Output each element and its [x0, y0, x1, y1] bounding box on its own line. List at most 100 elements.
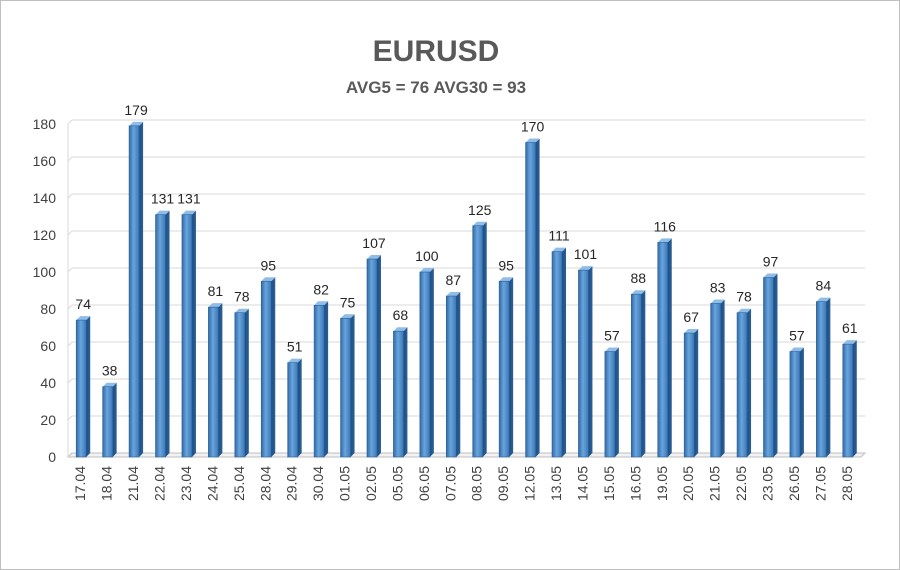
bar-side	[456, 292, 461, 457]
x-tick-label: 14.05	[574, 466, 590, 501]
x-tick-label: 18.04	[99, 466, 115, 501]
data-label: 38	[102, 363, 118, 379]
x-tick-label: 13.05	[548, 466, 564, 501]
bar	[181, 214, 193, 458]
x-tick-label: 17.04	[72, 466, 88, 501]
bar	[763, 277, 774, 458]
bars-layer	[75, 121, 857, 458]
data-label: 111	[548, 228, 569, 244]
bar-top	[710, 299, 725, 304]
bar-top	[684, 329, 699, 334]
bar-top	[102, 382, 117, 387]
y-gridline-depth	[67, 415, 73, 421]
data-label: 125	[468, 202, 492, 218]
x-tick-label: 06.05	[416, 466, 432, 501]
data-label: 131	[151, 191, 175, 207]
x-tick-label: 09.05	[495, 466, 511, 501]
data-label: 74	[75, 296, 91, 312]
x-tick-label: 30.04	[310, 466, 326, 501]
bar-top	[208, 303, 223, 308]
bar-side	[641, 290, 646, 457]
bar	[683, 332, 695, 458]
bar	[313, 304, 325, 458]
bar-side	[720, 299, 725, 457]
bar-top	[763, 273, 778, 278]
y-tick-label: 40	[40, 375, 56, 391]
data-label: 57	[789, 328, 805, 344]
bar	[631, 293, 642, 458]
x-tick-label: 08.05	[469, 466, 485, 501]
bar-side	[350, 314, 355, 457]
bar-side	[482, 221, 487, 457]
data-label: 78	[234, 289, 250, 305]
data-label: 101	[574, 246, 598, 262]
bar	[498, 280, 510, 458]
bar-top	[789, 347, 804, 352]
y-tick-label: 180	[33, 116, 57, 132]
chart-title: EURUSD	[373, 35, 500, 68]
y-tick-label: 80	[40, 301, 56, 317]
bar-top	[340, 314, 355, 319]
bar-side	[429, 268, 434, 457]
bar-side	[139, 121, 144, 457]
x-tick-label: 23.04	[178, 466, 194, 501]
y-gridline-depth	[67, 378, 73, 384]
bar-top	[446, 292, 461, 297]
bar-side	[535, 138, 540, 457]
bar-side	[852, 340, 857, 457]
bar-side	[588, 266, 593, 457]
data-label: 82	[313, 281, 329, 297]
x-tick-label: 21.05	[707, 466, 723, 501]
bar	[578, 269, 589, 458]
data-label: 95	[260, 257, 276, 273]
y-tick-label: 140	[33, 190, 57, 206]
data-label: 78	[736, 289, 752, 305]
labels-layer: 74 38 179 131 131 81 78 95 51 82 75 107 68 100 87 125 95…	[75, 102, 857, 379]
bar-side	[799, 347, 804, 457]
bar-top	[287, 358, 302, 363]
x-tick-label: 29.04	[284, 466, 300, 501]
bar	[419, 271, 431, 458]
x-tick-label: 05.05	[389, 466, 405, 501]
bar-side	[271, 277, 276, 457]
bar	[340, 317, 351, 458]
data-label: 179	[124, 102, 148, 118]
bar-side	[614, 347, 619, 457]
data-label: 107	[362, 235, 386, 251]
data-label: 83	[710, 279, 726, 295]
data-label: 88	[631, 270, 647, 286]
bar-top	[657, 238, 672, 243]
x-tick-label: 28.04	[257, 466, 273, 501]
bar-top	[314, 301, 329, 306]
bar-side	[509, 277, 514, 457]
bar-side	[244, 308, 249, 457]
bar-top	[816, 297, 831, 302]
y-tick-label: 120	[33, 227, 57, 243]
bar-top	[419, 268, 434, 272]
data-label: 81	[208, 283, 224, 299]
x-tick-label: 22.05	[733, 466, 749, 501]
y-gridline-depth	[67, 304, 73, 310]
x-tick-label: 12.05	[522, 466, 538, 501]
x-tick-label: 21.04	[125, 466, 141, 501]
bar-top	[552, 247, 567, 252]
bar-top	[181, 210, 196, 215]
x-tick-label: 16.05	[627, 466, 643, 501]
chart-subtitle: AVG5 = 76 AVG30 = 93	[346, 78, 526, 97]
bar-top	[129, 121, 144, 126]
data-label: 75	[340, 294, 356, 310]
bar-top	[737, 308, 752, 313]
bar	[789, 351, 801, 458]
x-tick-label: 23.05	[759, 466, 775, 501]
plot-back-wall	[72, 120, 865, 453]
bar-side	[165, 210, 170, 457]
data-label: 116	[654, 218, 677, 234]
bar-side	[562, 247, 567, 457]
bar	[260, 280, 272, 458]
bar	[366, 258, 378, 458]
bar-top	[366, 255, 381, 260]
bar-top	[525, 138, 540, 143]
x-tick-label: 20.05	[680, 466, 696, 501]
bar-top	[631, 290, 646, 295]
y-tick-label: 160	[33, 153, 57, 169]
